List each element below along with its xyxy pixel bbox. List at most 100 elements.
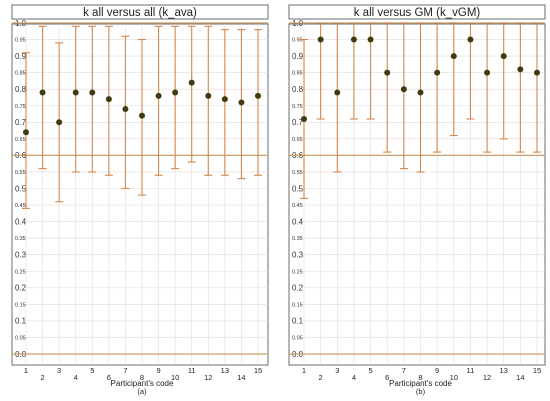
data-point (188, 79, 195, 86)
x-tick-label: 6 (107, 373, 111, 382)
x-tick-label: 1 (24, 366, 28, 375)
x-tick-label: 9 (435, 366, 439, 375)
y-tick-label: 0.7 (15, 118, 27, 127)
data-point (301, 115, 307, 122)
y-tick-label: 0.2 (15, 284, 27, 293)
y-tick-label: 0.95 (292, 38, 303, 44)
x-tick-label: 14 (237, 373, 245, 382)
data-point (205, 92, 212, 99)
x-tick-label: 13 (500, 366, 508, 375)
data-point (155, 92, 162, 99)
y-tick-label: 0.65 (292, 137, 303, 143)
y-tick-label: 0.5 (292, 184, 304, 193)
y-tick-label: 0.8 (15, 85, 27, 94)
data-point (434, 69, 441, 76)
plot-frame (11, 23, 269, 366)
data-point (39, 89, 46, 96)
x-tick-label: 12 (204, 373, 212, 382)
data-point (23, 129, 29, 136)
panel-title: k all versus GM (k_vGM) (354, 7, 481, 19)
x-tick-label: 11 (188, 366, 196, 375)
data-point (384, 69, 391, 76)
panel-title-box (288, 4, 546, 20)
data-point (238, 99, 245, 106)
data-point (72, 89, 79, 96)
y-tick-label: 0.75 (292, 104, 303, 110)
x-tick-label: 10 (171, 373, 179, 382)
data-point (400, 86, 407, 93)
x-tick-label: 4 (352, 373, 356, 382)
y-tick-label: 0.25 (292, 269, 303, 275)
y-tick-label: 0.85 (292, 71, 303, 77)
data-point (467, 36, 474, 43)
plot-frame (288, 23, 546, 366)
y-tick-label: 0.4 (15, 217, 27, 226)
y-tick-label: 0.15 (15, 302, 26, 308)
y-tick-label: 0.05 (292, 335, 303, 341)
y-tick-label: 0.55 (292, 170, 303, 176)
data-point (317, 36, 324, 43)
y-tick-label: 0.5 (15, 184, 27, 193)
y-tick-label: 0.3 (292, 251, 304, 260)
y-tick-label: 0.9 (15, 52, 27, 61)
y-tick-label: 0.1 (292, 317, 304, 326)
y-tick-label: 0.9 (292, 52, 304, 61)
x-tick-label: 2 (40, 373, 44, 382)
x-tick-label: 3 (57, 366, 61, 375)
y-tick-label: 0.8 (292, 85, 304, 94)
x-tick-label: 4 (74, 373, 78, 382)
x-tick-label: 10 (450, 373, 458, 382)
y-tick-label: 0.75 (15, 104, 26, 110)
data-point (450, 53, 457, 60)
data-point (517, 66, 524, 73)
y-tick-label: 0.55 (15, 170, 26, 176)
panel-a: k all versus all (k_ava)0.00.050.10.150.… (11, 4, 269, 396)
x-tick-label: 8 (140, 373, 144, 382)
x-axis-label: Participant's code (111, 379, 174, 388)
y-tick-label: 0.45 (292, 203, 303, 209)
x-tick-label: 1 (302, 366, 306, 375)
x-tick-label: 7 (123, 366, 127, 375)
panel-sublabel: (a) (137, 387, 147, 396)
y-tick-label: 0.95 (15, 38, 26, 44)
data-point (534, 69, 540, 76)
x-tick-label: 8 (418, 373, 422, 382)
y-tick-label: 0.1 (15, 317, 27, 326)
y-tick-label: 0.65 (15, 137, 26, 143)
x-tick-label: 5 (90, 366, 94, 375)
x-tick-label: 7 (402, 366, 406, 375)
data-point (172, 89, 179, 96)
y-tick-label: 0.7 (292, 118, 304, 127)
panel-title-box (11, 4, 269, 20)
x-tick-label: 9 (156, 366, 160, 375)
y-tick-label: 0.3 (15, 251, 27, 260)
x-tick-label: 15 (254, 366, 262, 375)
panel-b: k all versus GM (k_vGM)0.00.050.10.150.2… (288, 4, 546, 396)
y-tick-label: 0.25 (15, 269, 26, 275)
data-point (255, 92, 261, 99)
data-point (484, 69, 491, 76)
y-tick-label: 0.35 (15, 236, 26, 242)
x-tick-label: 14 (516, 373, 524, 382)
data-point (56, 119, 63, 126)
y-tick-label: 0.35 (292, 236, 303, 242)
data-point (221, 96, 228, 103)
x-tick-label: 5 (368, 366, 372, 375)
panel-title: k all versus all (k_ava) (83, 7, 197, 19)
data-point (367, 36, 374, 43)
data-point (350, 36, 357, 43)
data-point (500, 53, 507, 60)
data-point (122, 106, 129, 113)
x-tick-label: 11 (467, 366, 475, 375)
x-tick-label: 2 (319, 373, 323, 382)
data-point (105, 96, 112, 103)
x-tick-label: 12 (483, 373, 491, 382)
y-tick-label: 0.05 (15, 335, 26, 341)
y-tick-label: 0.4 (292, 217, 304, 226)
x-tick-label: 6 (385, 373, 389, 382)
x-axis-label: Participant's code (389, 379, 452, 388)
y-tick-label: 0.85 (15, 71, 26, 77)
data-point (89, 89, 96, 96)
y-tick-label: 0.45 (15, 203, 26, 209)
